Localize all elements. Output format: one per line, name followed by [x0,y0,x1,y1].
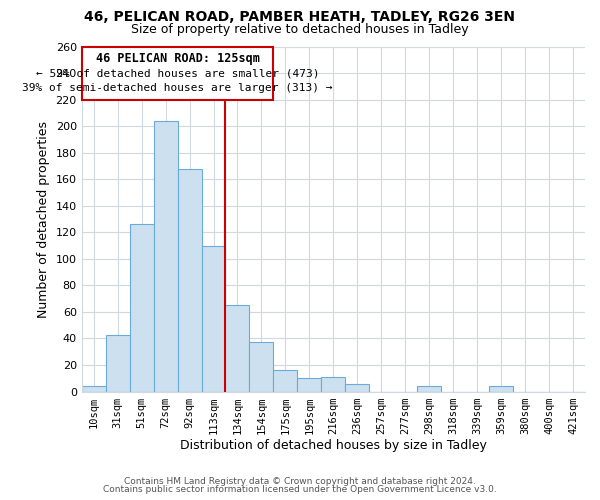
Bar [298,378,322,392]
Bar [346,384,369,392]
Text: Size of property relative to detached houses in Tadley: Size of property relative to detached ho… [131,22,469,36]
Text: Contains public sector information licensed under the Open Government Licence v3: Contains public sector information licen… [103,485,497,494]
Bar [178,168,202,392]
X-axis label: Distribution of detached houses by size in Tadley: Distribution of detached houses by size … [180,440,487,452]
Bar [226,306,250,392]
Bar [274,370,298,392]
Bar [489,386,513,392]
Bar [130,224,154,392]
Text: ← 59% of detached houses are smaller (473): ← 59% of detached houses are smaller (47… [36,68,319,78]
FancyBboxPatch shape [82,46,274,100]
Text: 46, PELICAN ROAD, PAMBER HEATH, TADLEY, RG26 3EN: 46, PELICAN ROAD, PAMBER HEATH, TADLEY, … [85,10,515,24]
Text: 46 PELICAN ROAD: 125sqm: 46 PELICAN ROAD: 125sqm [95,52,259,65]
Bar [106,334,130,392]
Text: 39% of semi-detached houses are larger (313) →: 39% of semi-detached houses are larger (… [22,82,333,92]
Bar [250,342,274,392]
Bar [82,386,106,392]
Bar [154,121,178,392]
Bar [417,386,441,392]
Bar [322,377,346,392]
Bar [202,246,226,392]
Text: Contains HM Land Registry data © Crown copyright and database right 2024.: Contains HM Land Registry data © Crown c… [124,477,476,486]
Y-axis label: Number of detached properties: Number of detached properties [37,120,50,318]
